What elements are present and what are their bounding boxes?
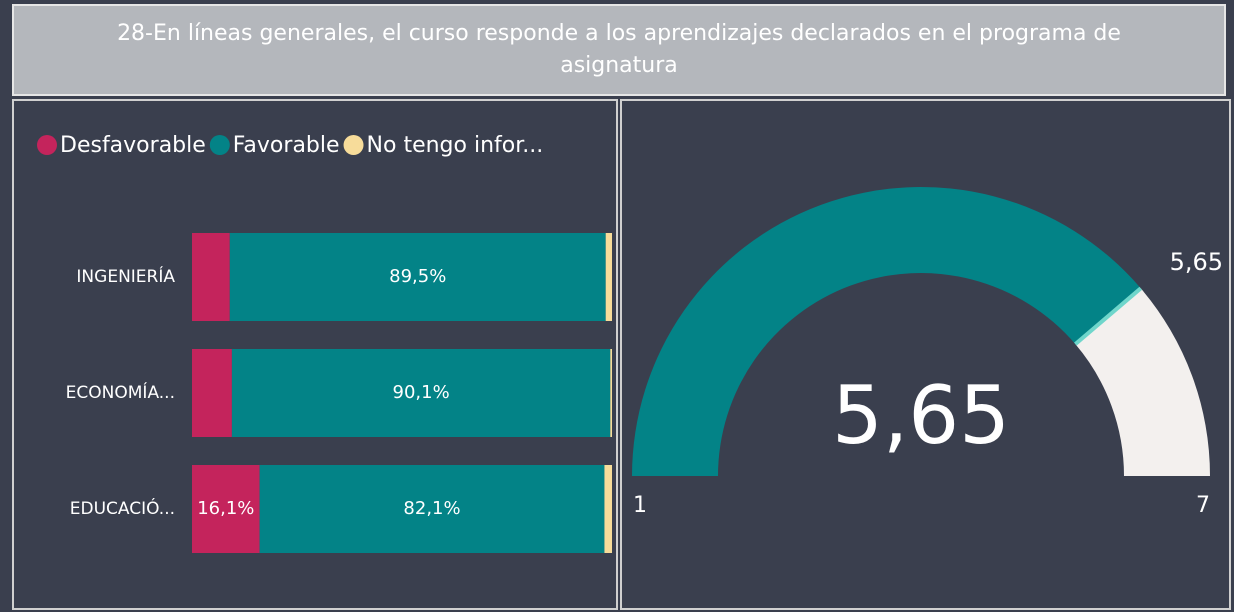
data-label: 89,5%	[389, 266, 446, 287]
right-panel	[620, 99, 1231, 610]
title: 28-En líneas generales, el curso respond…	[12, 4, 1226, 96]
legend-label: Desfavorable	[60, 133, 206, 158]
left-panel	[12, 99, 618, 610]
bar-segment	[259, 465, 605, 553]
bar-segment	[604, 465, 612, 553]
bar-segment	[605, 233, 612, 321]
legend-dot	[37, 135, 57, 155]
legend-dot	[343, 135, 364, 155]
bar-segment	[610, 349, 612, 437]
bar-segment	[192, 349, 232, 437]
data-label: 16,1%	[197, 498, 254, 519]
gauge-value-label: 5,65	[832, 369, 1010, 462]
legend-label: Favorable	[233, 133, 340, 158]
bar-segment	[231, 349, 611, 437]
bar-segment	[192, 465, 260, 553]
category-label: ECONOMÍA...	[66, 381, 175, 403]
gauge-value	[632, 186, 1141, 476]
data-label: 90,1%	[393, 382, 450, 403]
category-label: INGENIERÍA	[76, 265, 175, 287]
min-label: 1	[633, 493, 647, 518]
target-label: 5,65	[1170, 248, 1223, 276]
category-label: EDUCACIÓ...	[70, 497, 175, 519]
bar-segment	[229, 233, 606, 321]
gauge-target	[1074, 286, 1143, 346]
legend-label: No tengo infor...	[367, 133, 544, 158]
bar-segment	[192, 233, 230, 321]
gauge-rest	[1075, 288, 1210, 476]
max-label: 7	[1196, 493, 1210, 518]
data-label: 82,1%	[403, 498, 460, 519]
legend-dot	[209, 135, 230, 155]
